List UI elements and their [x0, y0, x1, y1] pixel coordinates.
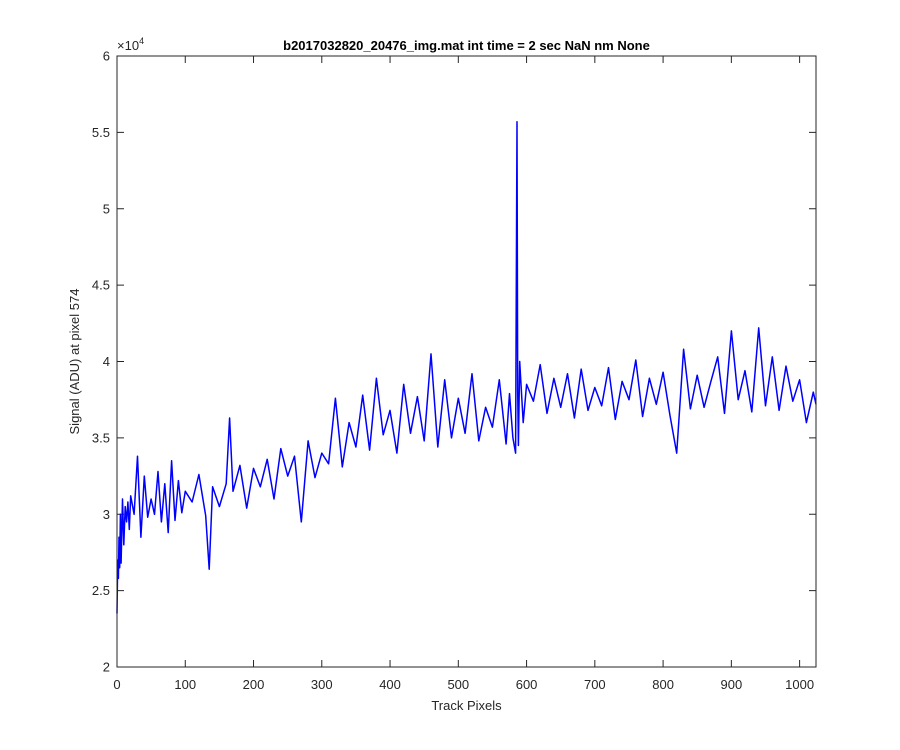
y-axis-exponent-power: 4: [139, 36, 144, 46]
x-tick-label: 1000: [785, 677, 814, 692]
plot-data: [116, 120, 817, 614]
y-axis-exponent: ×104: [117, 36, 144, 53]
x-tick-label: 500: [447, 677, 469, 692]
y-tick-label: 3: [103, 507, 110, 522]
y-tick-label: 5: [103, 201, 110, 216]
x-tick-label: 300: [311, 677, 333, 692]
x-tick-label: 800: [652, 677, 674, 692]
axis-ticks: [116, 55, 816, 668]
y-tick-label: 5.5: [92, 125, 110, 140]
tick-labels: 0 100 200 300 400 500 600 700 800 900 1000 2 2.5 3 3.5…: [92, 49, 814, 693]
y-tick-label: 2.5: [92, 583, 110, 598]
x-tick-label: 0: [113, 677, 120, 692]
x-tick-label: 100: [174, 677, 196, 692]
chart-title: b2017032820_20476_img.mat int time = 2 s…: [283, 38, 650, 53]
y-tick-label: 3.5: [92, 430, 110, 445]
axes-box: [116, 55, 817, 668]
y-tick-label: 6: [103, 49, 110, 64]
series-line: [116, 120, 817, 614]
x-tick-label: 700: [584, 677, 606, 692]
x-tick-label: 600: [516, 677, 538, 692]
x-tick-label: 400: [379, 677, 401, 692]
y-tick-label: 4: [103, 354, 110, 369]
y-tick-label: 4.5: [92, 278, 110, 293]
y-axis-exponent-base: ×10: [117, 38, 139, 53]
plot-area: [117, 56, 816, 667]
y-tick-label: 2: [103, 660, 110, 675]
x-axis-label: Track Pixels: [431, 698, 502, 713]
x-tick-label: 200: [243, 677, 265, 692]
x-tick-label: 900: [721, 677, 743, 692]
y-axis-label: Signal (ADU) at pixel 574: [67, 289, 82, 435]
